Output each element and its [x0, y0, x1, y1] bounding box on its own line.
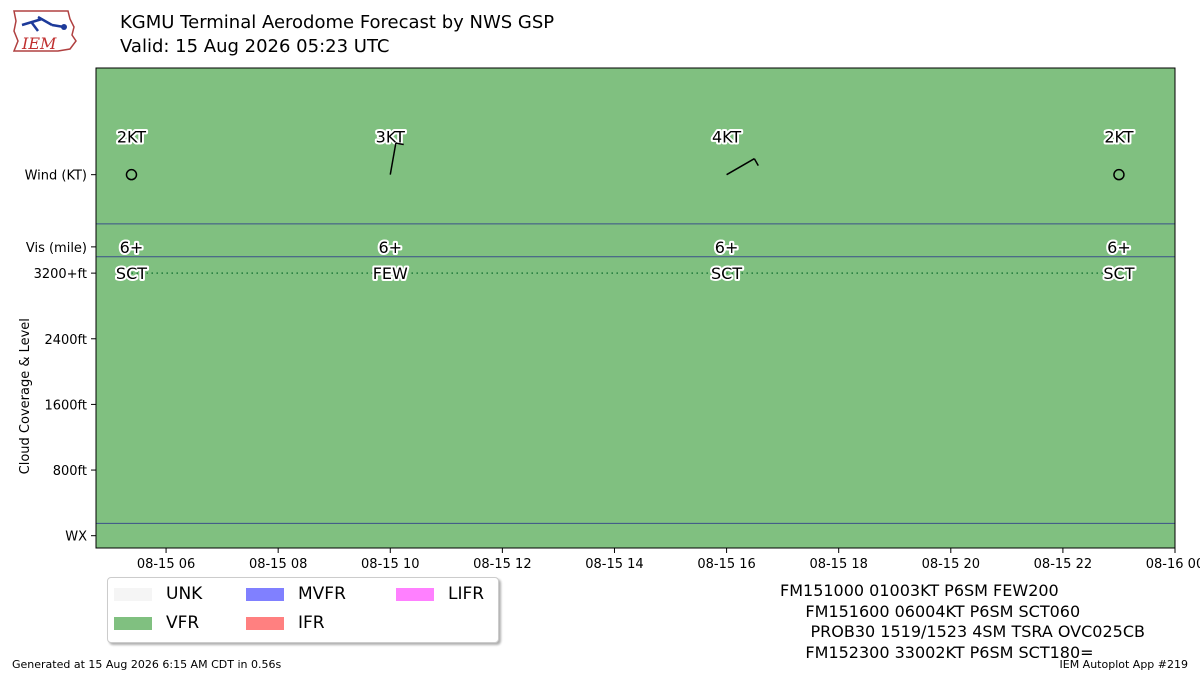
x-tick-label: 08-16 00 — [1146, 557, 1200, 572]
legend-item-vfr: VFR — [114, 613, 199, 633]
legend: UNK VFR MVFR IFR LIFR — [107, 577, 499, 643]
wind-barb-flag — [395, 142, 404, 146]
legend-item-mvfr: MVFR — [246, 584, 346, 604]
x-tick-label: 08-15 08 — [249, 557, 307, 572]
wind-barb — [726, 158, 755, 176]
plot-frame — [95, 67, 1176, 549]
y-tick-label: 3200+ft — [34, 267, 87, 282]
legend-label-unk: UNK — [166, 584, 203, 604]
taf-line: PROB30 1519/1523 4SM TSRA OVC025CB — [780, 622, 1145, 641]
legend-swatch-vfr — [114, 616, 152, 630]
y-tick-label: 800ft — [53, 464, 87, 479]
legend-label-ifr: IFR — [298, 613, 325, 633]
cloud-coverage-label: FEW — [373, 264, 408, 283]
svg-text:IEM: IEM — [21, 34, 57, 53]
x-tick-label: 08-15 18 — [809, 557, 867, 572]
visibility-label: 6+ — [715, 238, 739, 257]
legend-label-lifr: LIFR — [448, 584, 485, 604]
y-tick-label: WX — [65, 530, 87, 545]
taf-chart: 08-15 06 08-15 08 08-15 10 08-15 12 08-15 14… — [18, 67, 1200, 572]
y-tick-label: Wind (KT) — [25, 169, 87, 184]
taf-line: FM151600 06004KT P6SM SCT060 — [780, 601, 1081, 621]
app-credit: IEM Autoplot App #219 — [1059, 658, 1189, 671]
legend-swatch-mvfr — [246, 587, 284, 601]
chart-title: KGMU Terminal Aerodome Forecast by NWS G… — [120, 12, 555, 33]
y-tick-label: Vis (mile) — [26, 241, 87, 256]
x-tick-label: 08-15 22 — [1034, 557, 1092, 572]
wind-barb — [389, 143, 397, 175]
y-tick-label: 2400ft — [44, 333, 87, 348]
legend-item-unk: UNK — [114, 584, 202, 604]
legend-label-mvfr: MVFR — [298, 584, 346, 604]
taf-line: FM152300 33002KT P6SM SCT180= — [780, 642, 1094, 662]
taf-line: FM151000 01003KT P6SM FEW200 — [780, 581, 1059, 600]
legend-item-ifr: IFR — [246, 613, 325, 633]
taf-text: FM151000 01003KT P6SM FEW200 FM151600 06… — [780, 581, 1145, 663]
visibility-label: 6+ — [1107, 238, 1131, 257]
visibility-label: 6+ — [120, 238, 144, 257]
wind-calm-marker — [1113, 168, 1125, 181]
y-axis-label: Cloud Coverage & Level — [18, 318, 33, 474]
wind-speed-label: 4KT — [712, 128, 741, 147]
legend-swatch-lifr — [396, 587, 434, 601]
wind-speed-label: 2KT — [1104, 128, 1133, 147]
y-tick-label: 1600ft — [44, 398, 87, 413]
cloud-coverage-label: SCT — [116, 264, 147, 283]
generated-note: Generated at 15 Aug 2026 6:15 AM CDT in … — [12, 658, 282, 671]
cloud-coverage-label: SCT — [1103, 264, 1134, 283]
legend-label-vfr: VFR — [166, 613, 200, 633]
legend-item-lifr: LIFR — [396, 584, 484, 604]
chart-subtitle: Valid: 15 Aug 2026 05:23 UTC — [120, 36, 390, 57]
x-tick-label: 08-15 12 — [473, 557, 531, 572]
iem-logo: IEM — [8, 5, 80, 61]
wind-barb-flag — [753, 158, 759, 166]
x-tick-label: 08-15 14 — [585, 557, 643, 572]
legend-swatch-unk — [114, 587, 152, 601]
x-tick-label: 08-15 16 — [697, 557, 755, 572]
x-tick-label: 08-15 06 — [137, 557, 195, 572]
plot-background — [96, 68, 1175, 548]
legend-swatch-ifr — [246, 616, 284, 630]
x-tick-label: 08-15 20 — [922, 557, 980, 572]
cloud-coverage-label: SCT — [711, 264, 742, 283]
wind-speed-label: 2KT — [117, 128, 146, 147]
x-tick-label: 08-15 10 — [361, 557, 419, 572]
wind-calm-marker — [125, 168, 138, 181]
visibility-label: 6+ — [378, 238, 402, 257]
